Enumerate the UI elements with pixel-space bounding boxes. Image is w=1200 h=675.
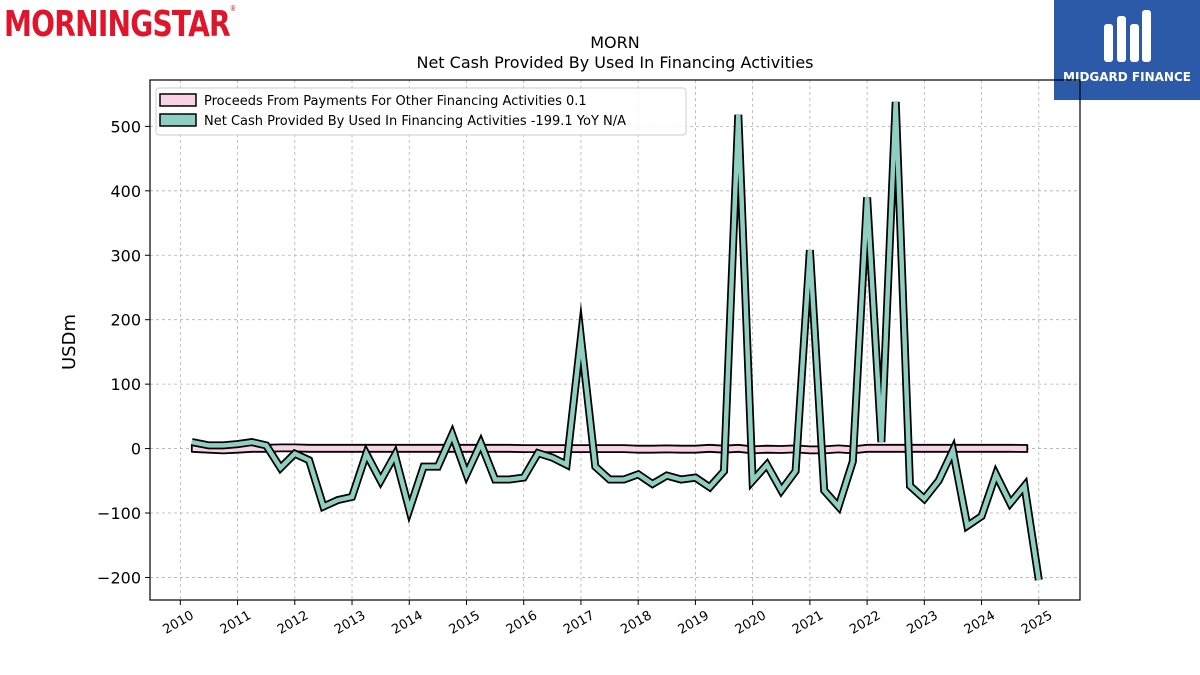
legend: Proceeds From Payments For Other Financi… bbox=[155, 87, 687, 136]
x-tick-label: 2022 bbox=[847, 608, 883, 638]
x-tick-label: 2017 bbox=[561, 608, 597, 638]
x-tick-label: 2012 bbox=[275, 608, 311, 638]
y-tick-label: −200 bbox=[97, 568, 141, 587]
series-group bbox=[190, 101, 1043, 581]
morningstar-logo-text: MORNINGSTAR bbox=[4, 4, 231, 45]
y-axis-label: USDm bbox=[59, 314, 80, 370]
x-tick-label: 2014 bbox=[389, 608, 425, 638]
x-tick-label: 2021 bbox=[790, 608, 826, 638]
x-tick-label: 2013 bbox=[332, 608, 368, 638]
y-tick-label: 300 bbox=[110, 246, 141, 265]
x-tick-label: 2020 bbox=[733, 608, 769, 638]
morningstar-logo: MORNINGSTAR® bbox=[4, 4, 236, 45]
series-line-net-cash-financing bbox=[191, 101, 1042, 581]
midgard-finance-text: MIDGARD FINANCE bbox=[1063, 70, 1191, 84]
y-tick-label: 200 bbox=[110, 311, 141, 330]
midgard-emblem-icon bbox=[1104, 10, 1151, 62]
midgard-finance-logo: MIDGARD FINANCE bbox=[1054, 0, 1200, 100]
y-tick-label: 100 bbox=[110, 375, 141, 394]
chart-title: MORN bbox=[590, 33, 639, 52]
plot-frame bbox=[149, 79, 1081, 601]
grid bbox=[150, 80, 1080, 600]
legend-swatch-net-cash bbox=[159, 113, 197, 127]
x-tick-label: 2010 bbox=[161, 608, 197, 638]
x-tick-label: 2016 bbox=[504, 608, 540, 638]
series-line-net-cash-outline bbox=[191, 101, 1043, 581]
series-line-proceeds-other-financing bbox=[190, 443, 1029, 455]
chart-subtitle: Net Cash Provided By Used In Financing A… bbox=[416, 53, 813, 72]
x-tick-label: 2018 bbox=[618, 608, 654, 638]
x-tick-label: 2011 bbox=[218, 608, 254, 638]
legend-frame bbox=[155, 87, 687, 136]
x-tick-label: 2019 bbox=[676, 608, 712, 638]
legend-label-proceeds: Proceeds From Payments For Other Financi… bbox=[204, 94, 587, 109]
x-tick-label: 2024 bbox=[962, 608, 998, 638]
y-tick-label: −100 bbox=[97, 504, 141, 523]
y-axis-ticks: −200 −100 0 100 200 300 400 500 bbox=[97, 117, 150, 587]
y-tick-label: 500 bbox=[110, 117, 141, 136]
legend-swatch-proceeds bbox=[159, 93, 197, 107]
x-axis-ticks: 2010 2011 2012 2013 2014 2015 2016 2017 2018 2019… bbox=[161, 600, 1055, 638]
x-tick-label: 2023 bbox=[905, 608, 941, 638]
legend-label-net-cash: Net Cash Provided By Used In Financing A… bbox=[204, 114, 626, 129]
y-tick-label: 400 bbox=[110, 182, 141, 201]
x-tick-label: 2015 bbox=[447, 608, 483, 638]
x-tick-label: 2025 bbox=[1019, 608, 1055, 638]
y-tick-label: 0 bbox=[131, 440, 141, 459]
